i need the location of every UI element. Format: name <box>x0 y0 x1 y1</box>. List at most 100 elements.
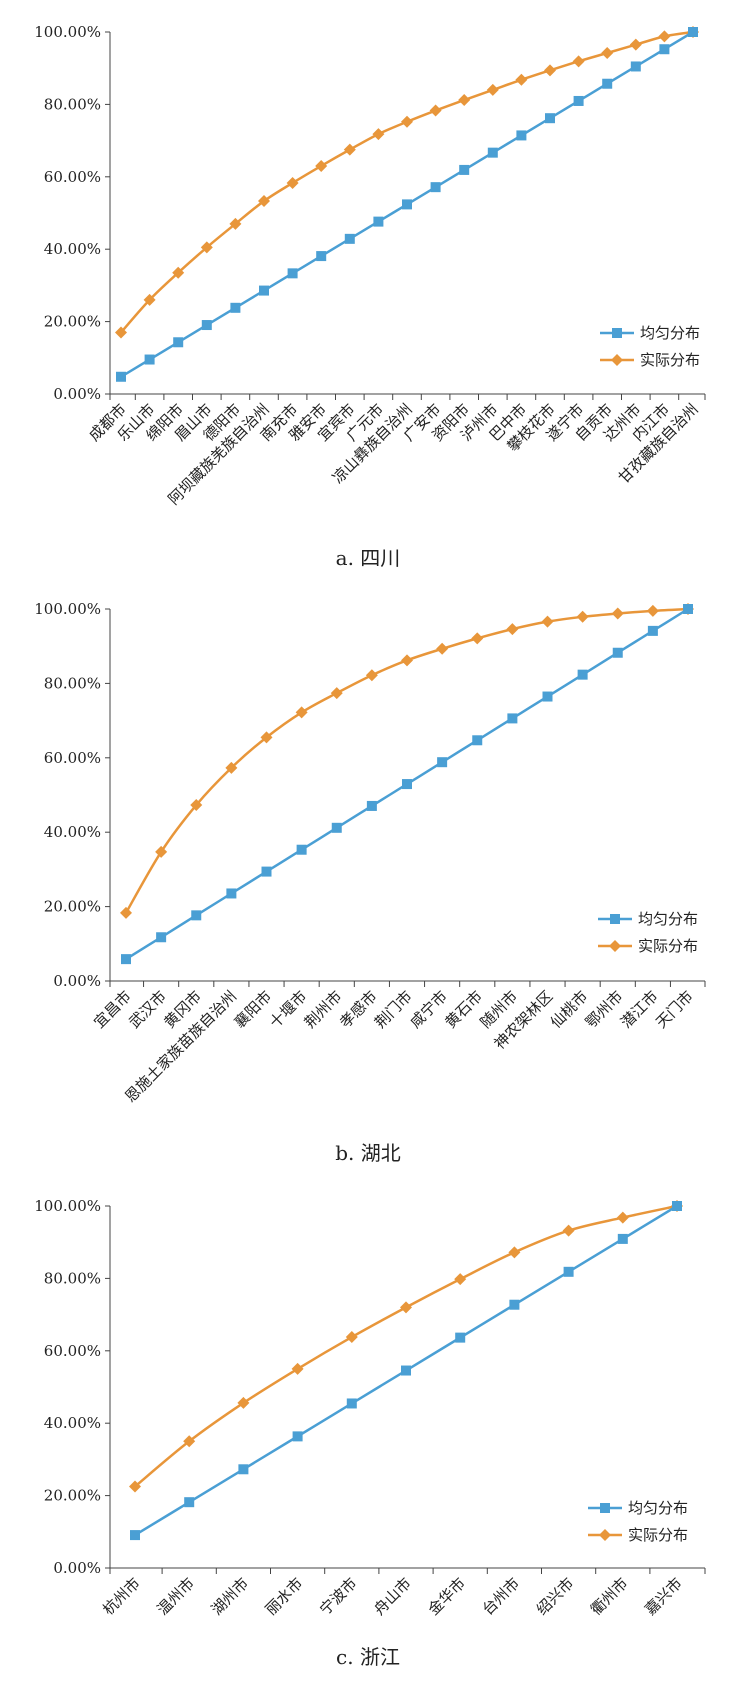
data-point <box>458 94 471 107</box>
data-point <box>454 1273 467 1286</box>
legend-marker <box>609 940 621 952</box>
data-point <box>200 241 213 254</box>
data-point <box>365 669 378 682</box>
x-tick-label: 宁波市 <box>316 1574 361 1619</box>
data-point <box>471 632 484 645</box>
data-point <box>346 1398 357 1409</box>
data-point <box>130 1530 140 1541</box>
x-tick-label: 丽水市 <box>262 1574 307 1619</box>
x-tick-label: 十堰市 <box>266 987 311 1032</box>
chart-0: 0.00%20.00%40.00%60.00%80.00%100.00%成都市乐… <box>34 23 706 570</box>
data-point <box>258 195 270 208</box>
x-tick-label: 仙桃市 <box>547 987 592 1032</box>
data-point <box>238 1464 249 1475</box>
data-point <box>129 1480 141 1493</box>
data-point <box>155 845 168 858</box>
chart-2: 0.00% 20.00% 40.00% 60.00% 80.00% 100.00% 杭州市温… <box>34 1197 706 1669</box>
chart-caption: b. 湖北 <box>335 1141 401 1165</box>
data-point <box>296 844 307 855</box>
series-line <box>134 1204 678 1488</box>
legend-label: 均匀分布 <box>628 1499 688 1517</box>
data-point <box>143 293 156 306</box>
x-tick-label: 襄阳市 <box>231 987 276 1032</box>
data-point <box>191 910 202 921</box>
x-tick-label: 杭州市 <box>99 1574 144 1619</box>
data-point <box>562 1224 575 1237</box>
x-tick-label: 荆门市 <box>371 987 416 1032</box>
data-point <box>630 61 641 72</box>
data-point <box>472 735 483 746</box>
data-point <box>295 706 308 719</box>
data-point <box>486 83 499 96</box>
data-point <box>291 1362 304 1375</box>
data-point <box>259 285 269 296</box>
y-tick-label: 40.00% <box>44 1414 101 1432</box>
data-point <box>292 1431 303 1442</box>
x-tick-label: 金华市 <box>424 1574 469 1619</box>
data-point <box>330 687 343 700</box>
data-point <box>373 216 384 227</box>
data-point <box>173 337 184 348</box>
data-point <box>183 1435 196 1448</box>
data-point <box>401 654 413 667</box>
data-point <box>331 822 342 833</box>
data-point <box>576 610 589 623</box>
y-tick-label: 100.00% <box>34 600 101 618</box>
data-point <box>286 176 299 189</box>
data-point <box>506 623 519 636</box>
y-tick-label: 40.00% <box>44 240 101 258</box>
data-point <box>184 1497 195 1508</box>
data-point <box>542 691 553 702</box>
data-point <box>225 761 238 774</box>
data-point <box>172 266 185 279</box>
data-point <box>629 38 642 51</box>
legend-label: 实际分布 <box>640 351 700 369</box>
data-point <box>659 44 670 55</box>
data-point <box>455 1332 466 1343</box>
data-point <box>572 55 585 68</box>
legend-label: 实际分布 <box>638 937 698 955</box>
legend-label: 均匀分布 <box>640 324 700 342</box>
data-point <box>658 30 671 43</box>
data-point <box>316 251 327 262</box>
x-tick-label: 绍兴市 <box>533 1574 578 1619</box>
data-point <box>616 1211 629 1224</box>
y-tick-label: 20.00% <box>44 313 101 331</box>
y-tick-label: 80.00% <box>44 95 101 113</box>
x-tick-label: 孝感市 <box>336 987 381 1032</box>
data-point <box>345 1331 358 1344</box>
legend-label: 实际分布 <box>628 1526 688 1544</box>
y-tick-label: 0.00% <box>53 385 101 403</box>
data-point <box>401 1365 411 1376</box>
data-point <box>515 73 528 86</box>
data-point <box>429 104 442 117</box>
data-point <box>508 1246 521 1259</box>
data-point <box>601 46 614 59</box>
data-point <box>287 268 298 279</box>
x-tick-label: 嘉兴市 <box>641 1574 686 1619</box>
x-tick-label: 宜昌市 <box>90 987 135 1032</box>
data-point <box>201 320 212 331</box>
legend-label: 均匀分布 <box>638 910 698 928</box>
y-tick-label: 80.00% <box>44 674 101 692</box>
x-tick-label: 武汉市 <box>125 987 170 1032</box>
data-point <box>315 159 328 172</box>
chart-1: 0.00% 20.00% 40.00% 60.00% 80.00% 100.00% 宜昌市武… <box>34 600 706 1165</box>
data-point <box>541 615 554 628</box>
data-point <box>237 1396 250 1409</box>
data-point <box>230 302 241 313</box>
data-point <box>688 27 698 37</box>
data-point <box>647 625 658 636</box>
data-point <box>402 779 412 790</box>
chart-caption: c. 浙江 <box>336 1645 400 1669</box>
data-point <box>563 1266 574 1277</box>
data-point <box>401 115 413 128</box>
y-tick-label: 60.00% <box>44 1342 101 1360</box>
data-point <box>544 64 556 77</box>
data-point <box>115 326 127 339</box>
data-point <box>602 78 613 89</box>
y-tick-label: 0.00% <box>53 972 101 990</box>
data-point <box>260 731 273 744</box>
y-tick-label: 20.00% <box>44 898 101 916</box>
x-tick-label: 衢州市 <box>587 1574 632 1619</box>
